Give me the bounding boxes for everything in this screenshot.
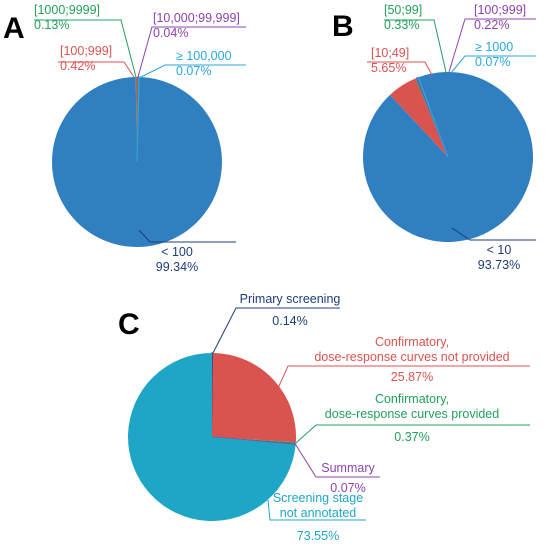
panel-a-value-100-000: 0.07% <box>176 64 211 78</box>
panel-b-leader-10 <box>451 227 536 241</box>
panel-c-slice-screening-stage-not-annotated <box>127 352 296 521</box>
panel-b-label-50-99: [50;99] <box>384 3 422 17</box>
panel-b-label-10: < 10 <box>487 243 512 257</box>
panel-c-value-confirmatory-dose-response-curves-provided: 0.37% <box>394 430 429 444</box>
panel-c-value-primary-screening: 0.14% <box>272 314 307 328</box>
panel-b-value-10-49: 5.65% <box>371 61 406 75</box>
panel-c-label-screening-stage-not-annotated-line1: Screening stage <box>273 491 363 505</box>
panel-c-label-screening-stage-not-annotated-line2: not annotated <box>280 506 357 520</box>
panel-c-label-primary-screening: Primary screening <box>240 292 341 306</box>
panel-c-value-screening-stage-not-annotated: 73.55% <box>297 529 339 543</box>
panel-c-label-confirmatory-dose-response-curves-not-provided-line2: dose-response curves not provided <box>314 350 509 364</box>
panel-a-label-100-999: [100;999] <box>60 44 112 58</box>
panel-c-letter: C <box>118 308 140 341</box>
panel-c-label-summary: Summary <box>321 461 375 475</box>
panel-a-leader-1000-9999 <box>34 19 137 78</box>
panel-b-value-1000: 0.07% <box>475 55 510 69</box>
panel-a-value-100: 99.34% <box>156 260 198 274</box>
panel-b-value-50-99: 0.33% <box>384 18 419 32</box>
panel-c-leader-summary <box>293 441 380 478</box>
panel-a-leader-100-999 <box>58 61 135 78</box>
panel-c-label-confirmatory-dose-response-curves-not-provided-line1: Confirmatory, <box>375 335 449 349</box>
panel-c-leader-confirmatory-dose-response-curves-not-provided <box>274 365 530 396</box>
panel-a-leader-100 <box>138 229 236 243</box>
panel-a-leader-10-000-99-999 <box>137 26 246 78</box>
panel-c-label-confirmatory-dose-response-curves-provided-line1: Confirmatory, <box>375 392 449 406</box>
panel-c-slice-confirmatory-dose-response-curves-not-provided <box>212 353 296 443</box>
panel-b-label-100-999: [100;999] <box>474 3 526 17</box>
panel-c-leader-screening-stage-not-annotated <box>267 499 366 521</box>
panel-a-value-100-999: 0.42% <box>60 59 95 73</box>
panel-c-value-confirmatory-dose-response-curves-not-provided: 25.87% <box>391 370 433 384</box>
panel-a-value-10-000-99-999: 0.04% <box>153 26 188 40</box>
panel-a-slice-100-000 <box>136 76 140 163</box>
panel-b-leader-1000 <box>450 55 536 74</box>
panel-a-label-100-000: ≥ 100,000 <box>176 49 232 63</box>
panel-c-value-summary: 0.07% <box>330 481 365 495</box>
panel-c-label-confirmatory-dose-response-curves-provided-line2: dose-response curves provided <box>325 407 499 421</box>
panel-b-letter: B <box>332 10 354 43</box>
panel-a-slice-100 <box>51 77 222 248</box>
panel-b-slice-1000 <box>417 76 449 158</box>
panel-a-leader-100-000 <box>138 64 246 79</box>
panel-a-value-1000-9999: 0.13% <box>34 18 69 32</box>
panel-a-letter: A <box>3 12 25 45</box>
panel-a-label-1000-9999: [1000;9999] <box>34 3 100 17</box>
panel-c-slice-primary-screening <box>211 352 214 438</box>
panel-b-slice-10-49 <box>390 78 448 157</box>
panel-b-value-100-999: 0.22% <box>474 18 509 32</box>
panel-b-value-10: 93.73% <box>478 258 520 272</box>
panel-a-label-100: < 100 <box>161 245 193 259</box>
panel-b-leader-50-99 <box>384 19 447 73</box>
panel-c-leader-confirmatory-dose-response-curves-provided <box>295 424 530 444</box>
panel-b-label-1000: ≥ 1000 <box>475 40 513 54</box>
panel-a-label-10-000-99-999: [10,000;99,999] <box>153 11 240 25</box>
panel-c-leader-primary-screening <box>212 307 340 354</box>
panel-b-label-10-49: [10;49] <box>371 46 409 60</box>
panel-b-leader-10-49 <box>367 61 433 76</box>
panel-b-leader-100-999 <box>448 18 536 73</box>
